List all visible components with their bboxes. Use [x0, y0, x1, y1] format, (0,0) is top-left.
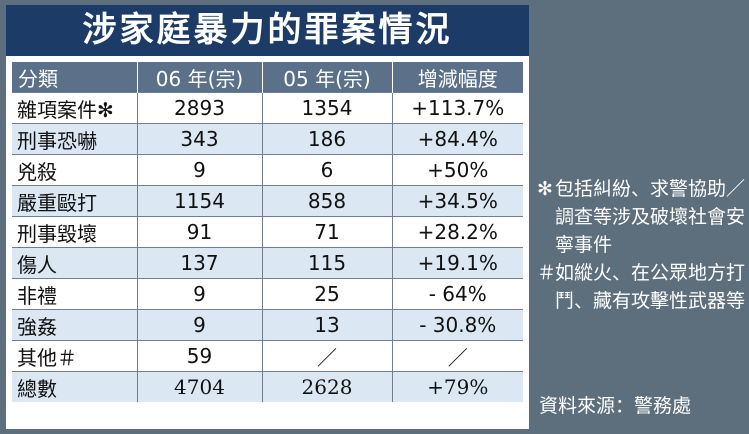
row-category: 總數: [12, 371, 138, 402]
row-change: +113.7%: [392, 92, 523, 124]
row-2006: 91: [137, 216, 263, 248]
row-category: 刑事恐嚇: [12, 123, 138, 155]
row-change: +84.4%: [392, 123, 523, 155]
row-category: 刑事毀壞: [12, 216, 138, 248]
row-change: ／: [392, 340, 523, 372]
row-category: 兇殺: [12, 154, 138, 186]
table-row: 傷人 137 115 +19.1%: [12, 247, 523, 279]
row-change: +28.2%: [392, 216, 523, 248]
source-credit: 資料來源：警務處: [539, 395, 692, 417]
row-2005: 186: [262, 123, 393, 155]
footnote: ✻ 包括糾紛、求警協助／調查等涉及破壞社會安寧事件: [537, 175, 749, 259]
row-change: - 30.8%: [392, 309, 523, 341]
row-2006: 9: [137, 154, 263, 186]
panel-title: 涉家庭暴力的罪案情況: [6, 5, 529, 56]
row-category: 嚴重毆打: [12, 185, 138, 217]
row-2005: 1354: [262, 92, 393, 124]
row-2006: 59: [137, 340, 263, 372]
row-2005: 71: [262, 216, 393, 248]
footnote-text: 如縱火、在公眾地方打鬥、藏有攻擊性武器等: [555, 262, 746, 312]
row-2005: ／: [262, 340, 393, 372]
row-change: +34.5%: [392, 185, 523, 217]
row-change: +79%: [392, 371, 523, 402]
row-2005: 25: [262, 278, 393, 310]
row-2005: 115: [262, 247, 393, 279]
header-change: 增減幅度: [392, 62, 523, 93]
row-2005: 13: [262, 309, 393, 341]
row-change: +50%: [392, 154, 523, 186]
row-category: 非禮: [12, 278, 138, 310]
row-2006: 2893: [137, 92, 263, 124]
row-2005: 858: [262, 185, 393, 217]
row-2006: 9: [137, 278, 263, 310]
table-header-row: 分類 06 年(宗) 05 年(宗) 增減幅度: [12, 62, 523, 93]
crime-table: 分類 06 年(宗) 05 年(宗) 增減幅度 雜項案件✻ 2893 1354 …: [12, 62, 523, 402]
row-category: 強姦: [12, 309, 138, 341]
row-category: 傷人: [12, 247, 138, 279]
row-2005: 6: [262, 154, 393, 186]
table-row-total: 總數 4704 2628 +79%: [12, 371, 523, 402]
table-row: 其他＃ 59 ／ ／: [12, 340, 523, 372]
table-row: 刑事毀壞 91 71 +28.2%: [12, 216, 523, 248]
footnote-text: 包括糾紛、求警協助／調查等涉及破壞社會安寧事件: [555, 178, 746, 256]
row-change: - 64%: [392, 278, 523, 310]
header-2006: 06 年(宗): [137, 62, 263, 93]
table-row: 強姦 9 13 - 30.8%: [12, 309, 523, 341]
row-category: 其他＃: [12, 340, 138, 372]
footnote: ＃ 如縱火、在公眾地方打鬥、藏有攻擊性武器等: [537, 259, 749, 315]
row-2006: 137: [137, 247, 263, 279]
footnotes: ✻ 包括糾紛、求警協助／調查等涉及破壞社會安寧事件 ＃ 如縱火、在公眾地方打鬥、…: [537, 175, 749, 315]
footnote-mark: ✻: [537, 178, 553, 200]
table-row: 雜項案件✻ 2893 1354 +113.7%: [12, 92, 523, 124]
table-row: 非禮 9 25 - 64%: [12, 278, 523, 310]
row-2005: 2628: [262, 371, 393, 402]
row-2006: 4704: [137, 371, 263, 402]
row-2006: 9: [137, 309, 263, 341]
row-category: 雜項案件✻: [12, 92, 138, 124]
row-2006: 1154: [137, 185, 263, 217]
header-2005: 05 年(宗): [262, 62, 393, 93]
row-2006: 343: [137, 123, 263, 155]
table-row: 嚴重毆打 1154 858 +34.5%: [12, 185, 523, 217]
table-row: 刑事恐嚇 343 186 +84.4%: [12, 123, 523, 155]
table-row: 兇殺 9 6 +50%: [12, 154, 523, 186]
stats-panel: 涉家庭暴力的罪案情況 分類 06 年(宗) 05 年(宗) 增減幅度 雜項案件✻…: [6, 5, 529, 429]
footnote-mark: ＃: [537, 262, 557, 284]
row-change: +19.1%: [392, 247, 523, 279]
header-category: 分類: [12, 62, 138, 93]
